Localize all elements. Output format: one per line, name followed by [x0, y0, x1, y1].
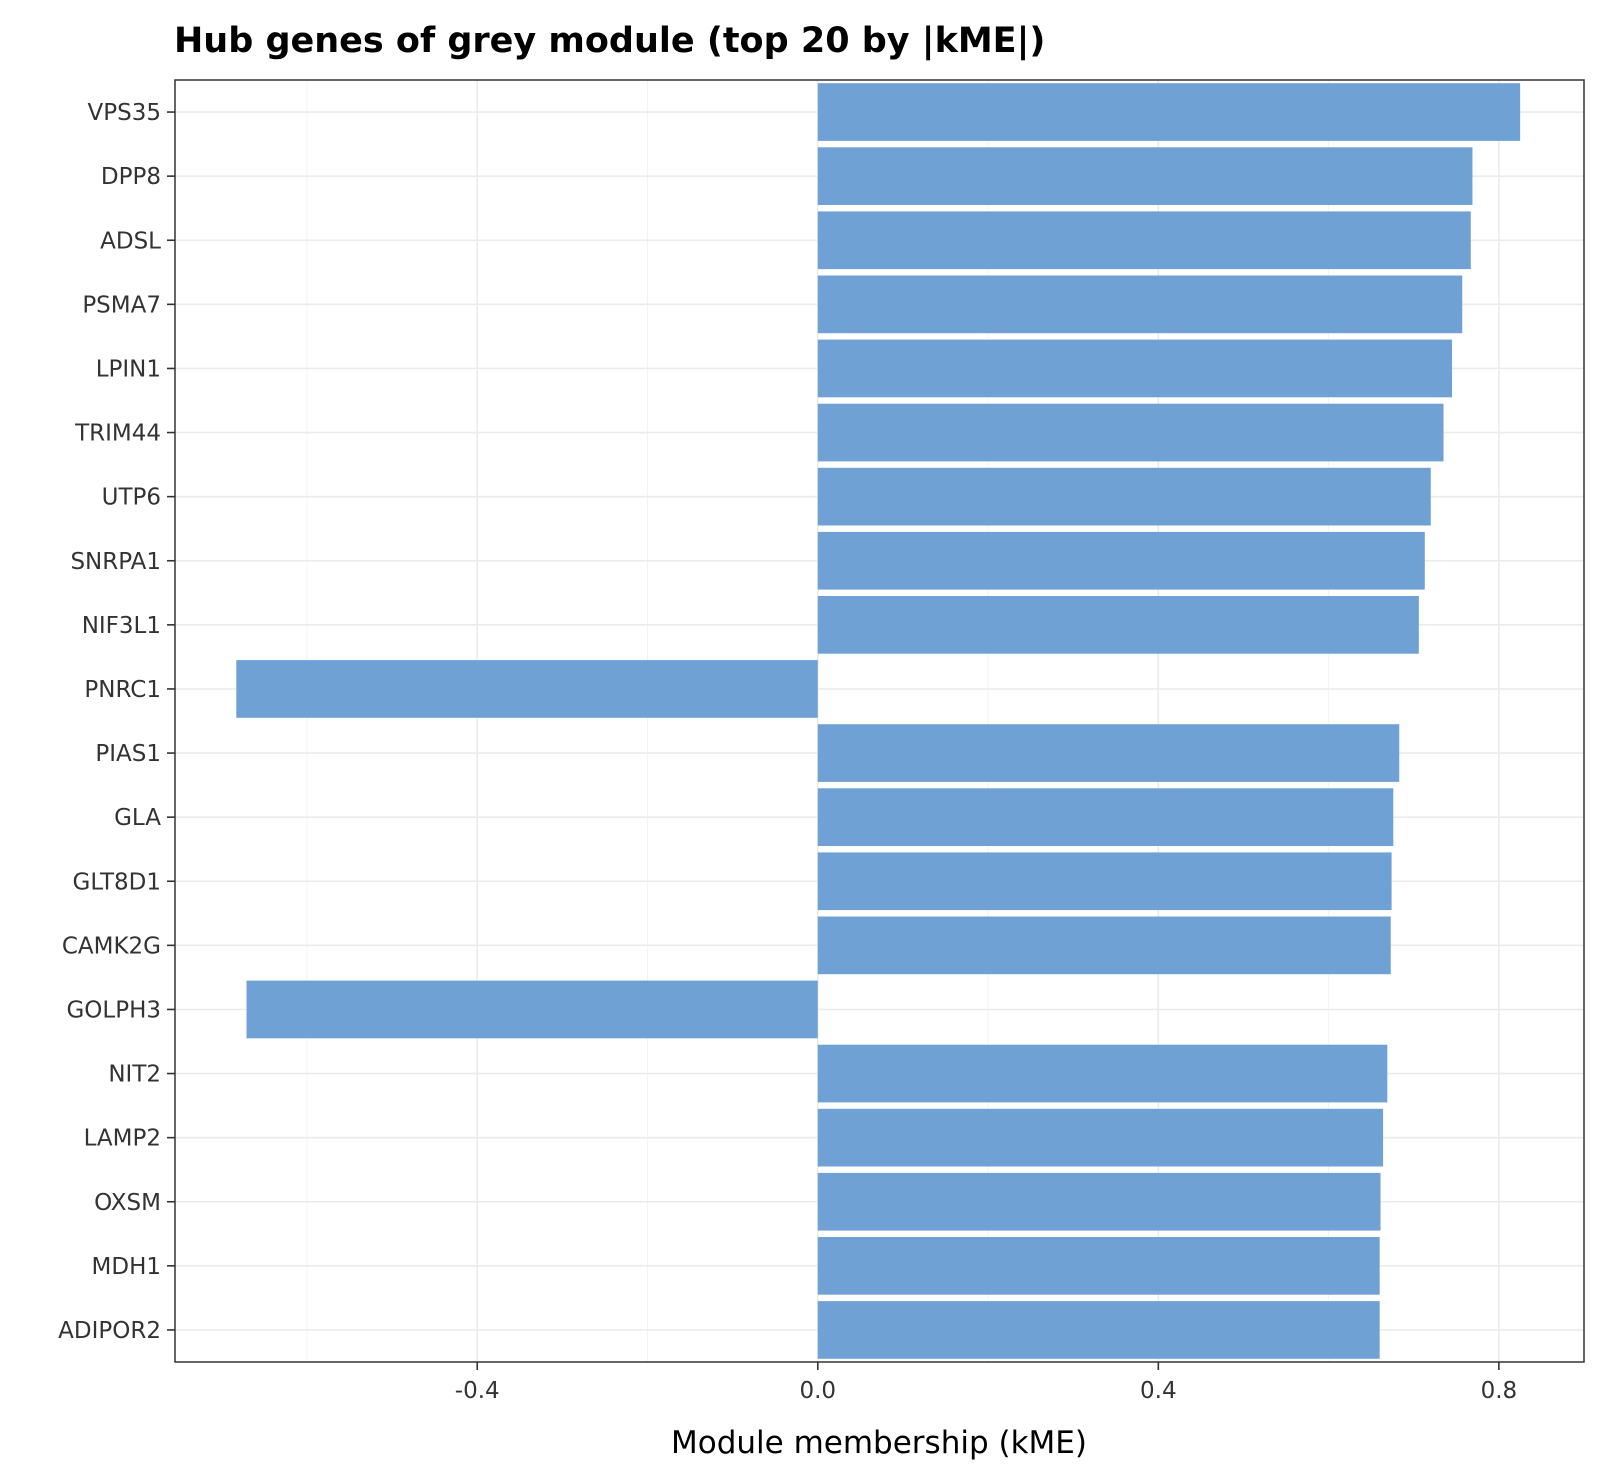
y-tick-label: SNRPA1: [70, 549, 161, 575]
bar: [817, 596, 1419, 654]
y-tick-label: OXSM: [94, 1190, 161, 1216]
y-tick-label: PNRC1: [84, 677, 161, 703]
y-tick-label: GOLPH3: [66, 997, 161, 1023]
y-tick-label: DPP8: [101, 164, 161, 190]
y-tick-label: UTP6: [102, 485, 161, 511]
bar: [817, 788, 1394, 846]
y-tick-label: GLT8D1: [73, 869, 162, 895]
bar: [817, 147, 1473, 205]
bar: [817, 1108, 1384, 1167]
bar: [817, 531, 1425, 590]
x-tick-label: 0.8: [1481, 1378, 1518, 1404]
y-tick-label: ADIPOR2: [58, 1318, 161, 1344]
x-axis-ticks: -0.4 0.0 0.4 0.8: [455, 1362, 1517, 1404]
bar: [817, 339, 1453, 398]
y-tick-label: PSMA7: [82, 292, 161, 318]
y-tick-label: PIAS1: [95, 741, 161, 767]
bar: [817, 724, 1400, 782]
x-tick-label: -0.4: [455, 1378, 500, 1404]
bar: [817, 83, 1521, 141]
bar: [817, 1301, 1380, 1359]
y-tick-label: LAMP2: [84, 1126, 161, 1152]
x-tick-label: 0.0: [799, 1378, 836, 1404]
bar: [817, 211, 1471, 270]
bar: [817, 852, 1392, 911]
y-tick-label: VPS35: [88, 100, 161, 126]
y-tick-label: ADSL: [100, 228, 161, 254]
bar: [817, 1237, 1380, 1295]
bar: [817, 403, 1444, 462]
chart-title: Hub genes of grey module (top 20 by |kME…: [174, 21, 1045, 61]
bar: [246, 980, 818, 1039]
y-tick-label: CAMK2G: [62, 933, 161, 959]
x-axis-title: Module membership (kME): [671, 1425, 1087, 1461]
bar: [817, 916, 1391, 975]
x-tick-label: 0.4: [1140, 1378, 1177, 1404]
y-axis-ticks: VPS35 DPP8 ADSL PSMA7 LPIN1 TRIM44 UTP6 SNRPA1 N…: [58, 100, 175, 1344]
y-tick-label: TRIM44: [74, 421, 161, 447]
y-tick-label: NIT2: [108, 1062, 161, 1088]
bar: [817, 467, 1431, 526]
bar: [817, 1172, 1381, 1231]
bars: [236, 83, 1521, 1359]
bar: [817, 275, 1463, 334]
grid-lines: [175, 80, 1584, 1362]
y-tick-label: MDH1: [92, 1254, 161, 1280]
bar: [236, 660, 818, 718]
y-tick-label: GLA: [114, 805, 161, 831]
y-tick-label: LPIN1: [96, 356, 161, 382]
bar: [817, 1044, 1388, 1103]
y-tick-label: NIF3L1: [82, 613, 161, 639]
plot-panel-border: [174, 79, 1585, 1363]
